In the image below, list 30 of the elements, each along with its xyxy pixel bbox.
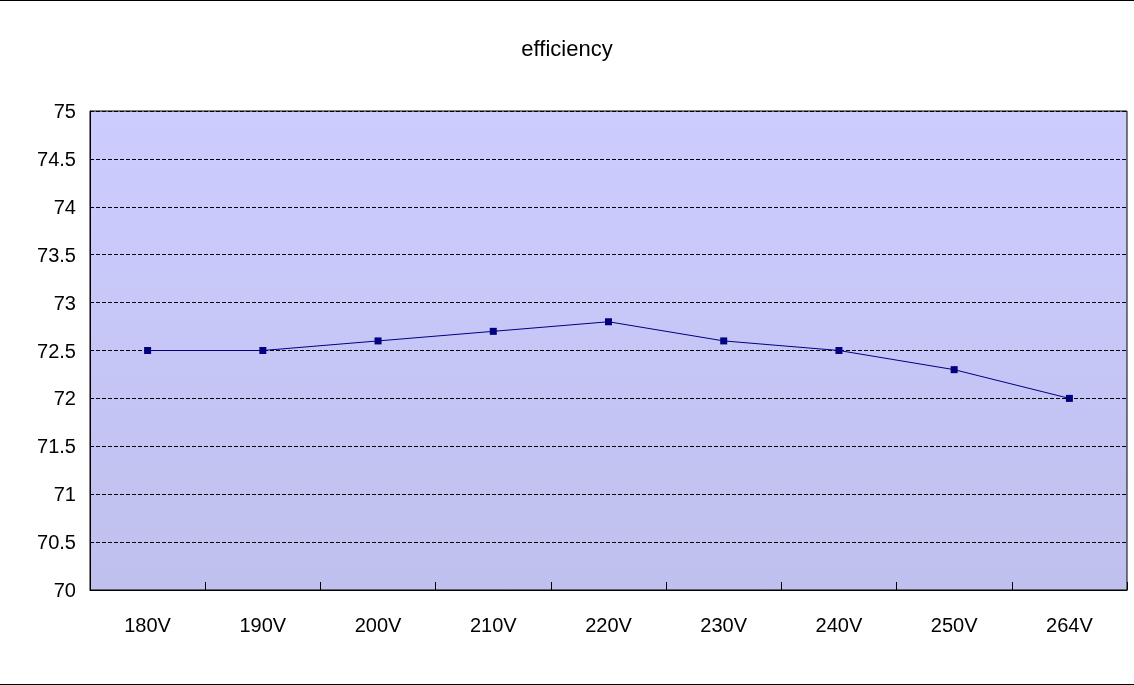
y-tick-label: 71 — [53, 483, 76, 506]
point — [835, 347, 843, 354]
y-tick-label: 75 — [53, 100, 76, 122]
x-tick-label: 190V — [239, 614, 287, 636]
x-tick-label: 200V — [354, 614, 403, 636]
chart-title: efficiency — [521, 35, 613, 61]
point — [605, 318, 612, 326]
point — [950, 366, 958, 374]
point — [259, 347, 267, 354]
y-tick-label: 73.5 — [37, 243, 76, 266]
point — [374, 337, 382, 345]
x-tick-label: 180V — [124, 614, 172, 636]
x-tick-label: 210V — [469, 614, 518, 636]
x-tick-label: 240V — [815, 614, 863, 636]
x-tick-label: 220V — [585, 614, 633, 636]
point — [1065, 394, 1073, 402]
y-tick-label: 70 — [53, 579, 76, 601]
point — [144, 347, 152, 354]
y-tick-label: 71.5 — [37, 435, 76, 458]
x-tick-label: 250V — [930, 614, 979, 636]
point — [489, 327, 497, 335]
x-tick-label: 264V — [1046, 614, 1094, 636]
y-tick-label: 72.5 — [37, 339, 76, 362]
point — [720, 337, 728, 345]
y-tick-label: 70.5 — [37, 531, 76, 554]
y-tick-label: 73 — [53, 291, 76, 314]
x-tick-label: 230V — [700, 614, 748, 636]
y-tick-label: 72 — [53, 387, 76, 410]
y-tick-label: 74 — [53, 195, 76, 218]
y-tick-label: 74.5 — [37, 147, 76, 170]
